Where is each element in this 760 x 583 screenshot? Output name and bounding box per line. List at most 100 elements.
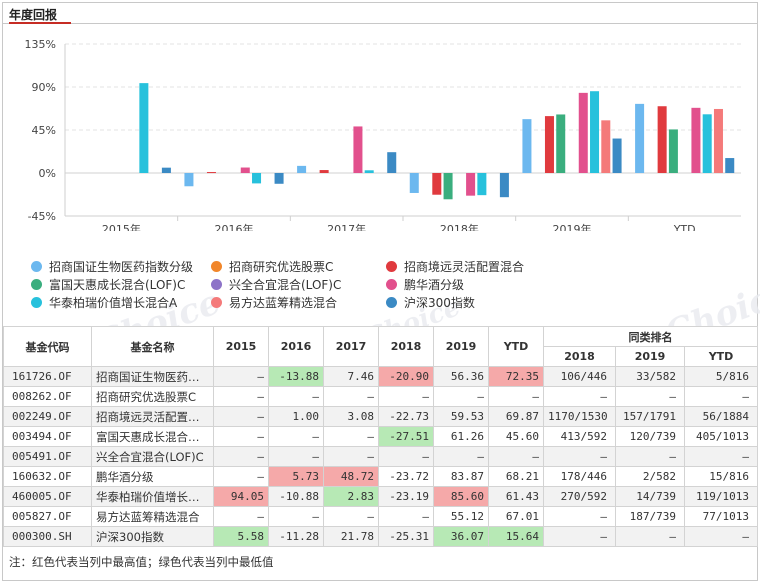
return-cell: –	[323, 446, 379, 467]
bar	[139, 83, 149, 173]
rank-cell: 5/816	[684, 366, 758, 387]
return-cell: 5.73	[268, 466, 324, 487]
rank-cell: 15/816	[684, 466, 758, 487]
bar	[590, 91, 600, 173]
legend-swatch	[386, 279, 397, 290]
return-cell: 61.26	[433, 426, 489, 447]
bar	[601, 120, 611, 173]
fund-code-cell: 005827.OF	[3, 506, 92, 527]
bar	[274, 173, 284, 184]
rank-cell: 77/1013	[684, 506, 758, 527]
table-row[interactable]: 008262.OF 招商研究优选股票C – – – – – – – – –	[3, 386, 758, 407]
return-cell: 36.07	[433, 526, 489, 547]
table-row[interactable]: 003494.OF 富国天惠成长混合… – – – -27.51 61.26 45.60 413…	[3, 426, 758, 447]
return-cell: –	[378, 446, 434, 467]
legend-item[interactable]: 招商境远灵活配置混合	[386, 258, 524, 275]
x-tick-label: 2018年	[440, 222, 479, 231]
table-row[interactable]: 000300.SH 沪深300指数 5.58 -11.28 21.78 -25.31 36.…	[3, 526, 758, 547]
legend-item[interactable]: 富国天惠成长混合(LOF)C	[31, 276, 185, 293]
bar	[713, 108, 723, 173]
header-2017: 2017	[323, 326, 379, 367]
panel-title: 年度回报	[9, 8, 58, 22]
x-tick-label: 2016年	[215, 222, 254, 231]
fund-code-cell: 000300.SH	[3, 526, 92, 547]
return-cell: –	[213, 506, 269, 527]
return-cell: -23.19	[378, 486, 434, 507]
legend-item[interactable]: 鹏华酒分级	[386, 276, 464, 293]
legend-item[interactable]: 招商国证生物医药指数分级	[31, 258, 193, 275]
bar	[556, 114, 566, 173]
fund-name-cell: 招商国证生物医药…	[91, 366, 214, 387]
rank-cell: –	[543, 446, 616, 467]
legend-label: 招商研究优选股票C	[229, 260, 334, 274]
bar	[443, 173, 453, 200]
legend-item[interactable]: 招商研究优选股票C	[211, 258, 333, 275]
return-cell: –	[268, 386, 324, 407]
note-divider	[3, 546, 757, 547]
panel-header: 年度回报	[3, 3, 757, 24]
return-cell: -13.88	[268, 366, 324, 387]
rank-cell: 157/1791	[615, 406, 685, 427]
return-cell: 55.12	[433, 506, 489, 527]
bar	[635, 103, 645, 173]
table-row[interactable]: 161726.OF 招商国证生物医药… – -13.88 7.46 -20.90 56.36…	[3, 366, 758, 387]
header-rank-ytd: YTD	[684, 346, 758, 367]
table-row[interactable]: 160632.OF 鹏华酒分级 –5.73 48.72 -23.72 83.87 68.21…	[3, 466, 758, 487]
rank-cell: 14/739	[615, 486, 685, 507]
return-cell: 85.60	[433, 486, 489, 507]
return-cell: –	[488, 446, 544, 467]
rank-cell: 2/582	[615, 466, 685, 487]
y-tick-label: 45%	[32, 124, 56, 137]
title-underline	[9, 22, 71, 24]
header-2016: 2016	[268, 326, 324, 367]
rank-cell: 405/1013	[684, 426, 758, 447]
table-row[interactable]: 005491.OF 兴全合宜混合(LOF)C – – – – – – – – –	[3, 446, 758, 467]
return-cell: 15.64	[488, 526, 544, 547]
return-cell: –	[433, 386, 489, 407]
bar	[353, 126, 363, 173]
header-2019: 2019	[433, 326, 489, 367]
header-ytd: YTD	[488, 326, 544, 367]
annual-return-table: 基金代码 基金名称 2015 2016 2017 2018 2019 YTD 同…	[3, 326, 758, 547]
bar	[499, 173, 509, 198]
legend-swatch	[386, 261, 397, 272]
table-row[interactable]: 005827.OF 易方达蓝筹精选混合 – – – –55.12 67.01–187/739…	[3, 506, 758, 527]
return-cell: -23.72	[378, 466, 434, 487]
bar	[161, 167, 171, 173]
fund-name-cell: 华泰柏瑞价值增长…	[91, 486, 214, 507]
bar	[657, 106, 667, 173]
legend-label: 华泰柏瑞价值增长混合A	[49, 296, 178, 310]
bar	[612, 138, 622, 173]
rank-cell: 1170/1530	[543, 406, 616, 427]
return-cell: –	[213, 366, 269, 387]
table-row[interactable]: 460005.OF 华泰柏瑞价值增长… 94.05 -10.88 2.83 -23.19 8…	[3, 486, 758, 507]
legend-item[interactable]: 沪深300指数	[386, 294, 475, 311]
return-cell: 1.00	[268, 406, 324, 427]
bar	[702, 114, 712, 173]
table-row[interactable]: 002249.OF 招商境远灵活配置… –1.00 3.08 -22.73 59.53 69…	[3, 406, 758, 427]
return-cell: 56.36	[433, 366, 489, 387]
legend-item[interactable]: 易方达蓝筹精选混合	[211, 294, 337, 311]
return-cell: 7.46	[323, 366, 379, 387]
fund-code-cell: 002249.OF	[3, 406, 92, 427]
bar	[691, 107, 701, 173]
fund-code-cell: 003494.OF	[3, 426, 92, 447]
x-tick-label: YTD	[673, 223, 696, 231]
header-rank-2018: 2018	[543, 346, 616, 367]
fund-name-cell: 鹏华酒分级	[91, 466, 214, 487]
return-cell: –	[213, 386, 269, 407]
return-cell: –	[268, 426, 324, 447]
chart-legend: 招商国证生物医药指数分级 招商研究优选股票C 招商境远灵活配置混合富国天惠成长混合(…	[31, 258, 751, 310]
legend-item[interactable]: 兴全合宜混合(LOF)C	[211, 276, 341, 293]
return-cell: 45.60	[488, 426, 544, 447]
bar	[578, 92, 588, 173]
x-tick-label: 2015年	[102, 222, 141, 231]
legend-item[interactable]: 华泰柏瑞价值增长混合A	[31, 294, 177, 311]
bar	[184, 173, 194, 187]
return-cell: –	[323, 506, 379, 527]
legend-swatch	[211, 261, 222, 272]
rank-cell: –	[615, 526, 685, 547]
rank-cell: –	[684, 386, 758, 407]
bar	[387, 152, 397, 173]
